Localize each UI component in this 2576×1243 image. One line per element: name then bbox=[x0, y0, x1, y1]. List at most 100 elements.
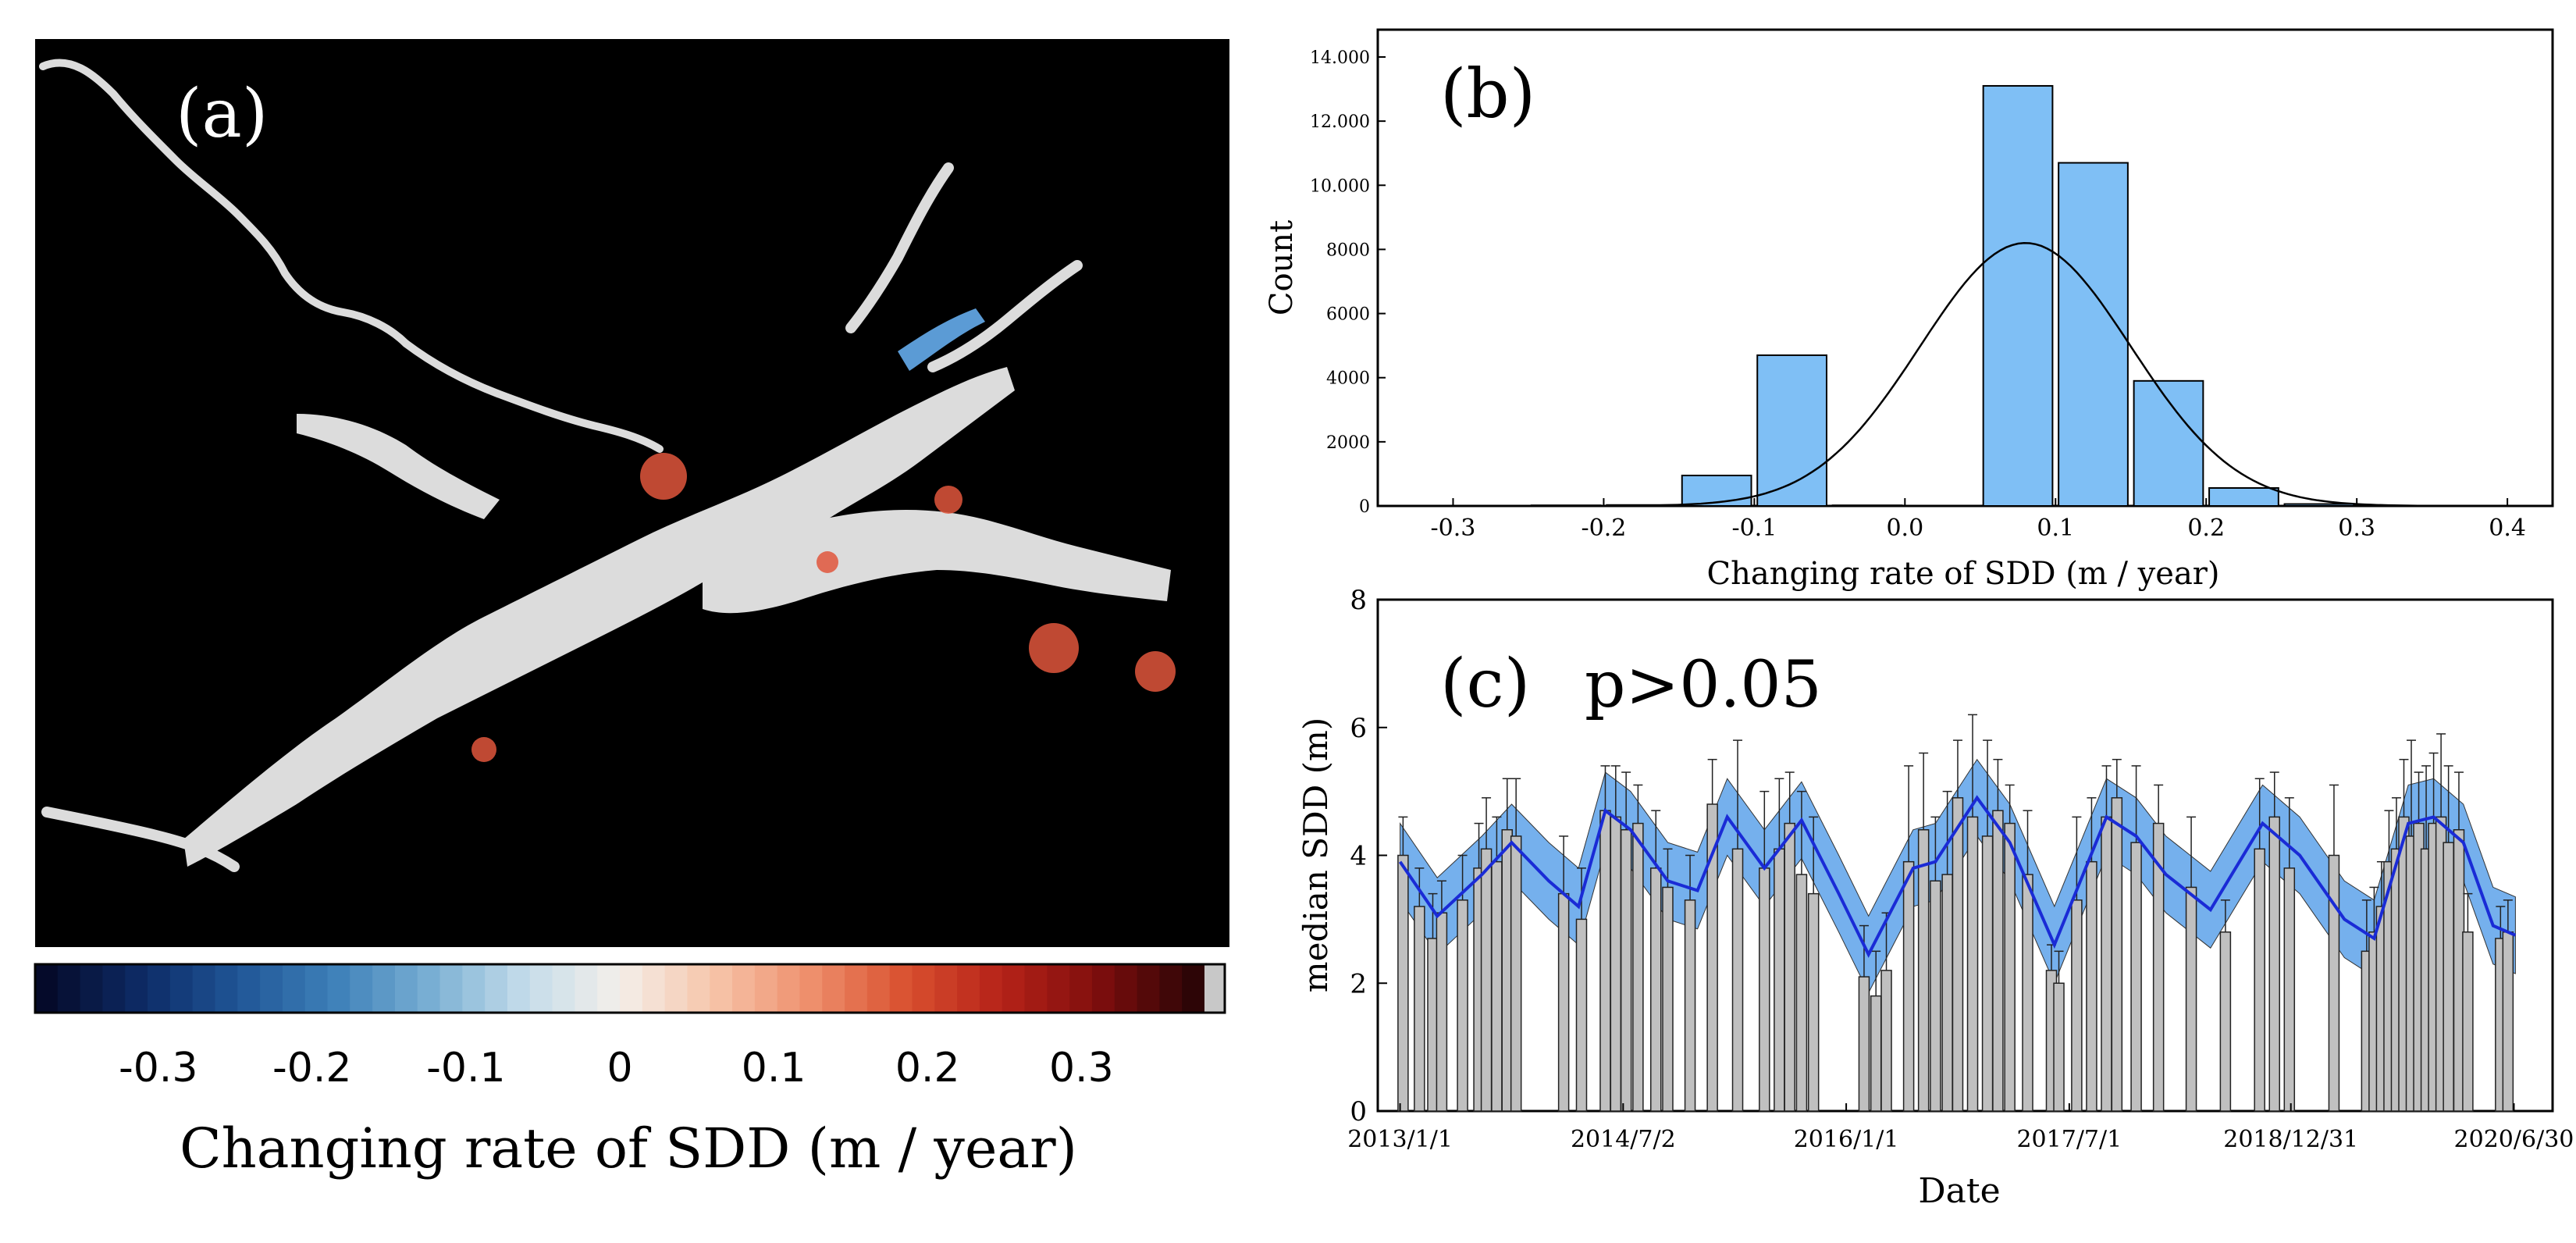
colorbar-swatch bbox=[350, 964, 374, 1013]
median-bar bbox=[1457, 899, 1468, 1112]
median-bar bbox=[2185, 886, 2197, 1112]
median-bar bbox=[1784, 822, 1795, 1112]
median-bar bbox=[2328, 854, 2340, 1112]
histogram-bar bbox=[2058, 162, 2129, 508]
y-tick-label: 8000 bbox=[1326, 240, 1370, 260]
median-bar bbox=[2053, 982, 2065, 1112]
colorbar-swatch bbox=[439, 964, 464, 1013]
colorbar-swatch bbox=[485, 964, 508, 1013]
map-background bbox=[35, 39, 1229, 947]
x-tick-label: 0.2 bbox=[2187, 515, 2225, 542]
colorbar-swatch bbox=[1002, 964, 1026, 1013]
colorbar-swatch bbox=[57, 964, 81, 1013]
median-bar bbox=[1930, 880, 1941, 1112]
panel-a-label: (a) bbox=[176, 75, 268, 153]
timeseries-ylabel: median SDD (m) bbox=[1297, 718, 1335, 993]
median-bar bbox=[2462, 931, 2474, 1112]
colorbar-swatch bbox=[1159, 964, 1183, 1013]
colorbar-swatch bbox=[1047, 964, 1071, 1013]
colorbar-swatch bbox=[710, 964, 734, 1013]
median-bar bbox=[2502, 931, 2514, 1112]
colorbar-swatch bbox=[754, 964, 778, 1013]
river-channel bbox=[402, 340, 664, 453]
y-tick-label: 10.000 bbox=[1310, 176, 1370, 196]
median-bar bbox=[2004, 822, 2016, 1112]
colorbar-swatch bbox=[394, 964, 418, 1013]
colorbar-swatch bbox=[192, 964, 216, 1013]
histogram-xlabel: Changing rate of SDD (m / year) bbox=[1706, 556, 2219, 592]
normal-fit-curve bbox=[1518, 241, 2517, 508]
median-bar bbox=[1397, 854, 1409, 1112]
median-bar bbox=[1557, 892, 1570, 1112]
median-bar bbox=[2219, 931, 2232, 1112]
colorbar-tick-label: 0.1 bbox=[742, 1045, 806, 1092]
timeseries-frame bbox=[1376, 598, 2554, 1113]
p-value-annotation: p>0.05 bbox=[1585, 648, 1822, 722]
x-tick-label: 2017/7/1 bbox=[2016, 1126, 2122, 1153]
colorbar-tick-label: -0.1 bbox=[426, 1045, 505, 1092]
colorbar-tick-label: -0.2 bbox=[272, 1045, 351, 1092]
median-bar bbox=[1858, 976, 1870, 1112]
median-bar bbox=[1649, 867, 1662, 1112]
y-tick-label: 12.000 bbox=[1310, 112, 1370, 132]
median-trend-line bbox=[1398, 795, 2517, 958]
histogram-bar bbox=[1681, 474, 1752, 507]
y-tick-label: 2000 bbox=[1326, 433, 1370, 453]
x-tick-label: -0.1 bbox=[1731, 515, 1777, 542]
median-bar bbox=[1795, 874, 1808, 1112]
median-bar bbox=[1662, 886, 1674, 1112]
x-tick-label: 2016/1/1 bbox=[1794, 1126, 1899, 1153]
median-bar bbox=[1575, 918, 1588, 1112]
y-tick-label: 4 bbox=[1350, 841, 1367, 872]
y-tick-label: 14.000 bbox=[1310, 48, 1370, 68]
colorbar-swatch bbox=[642, 964, 666, 1013]
colorbar-swatch bbox=[417, 964, 441, 1013]
median-bars bbox=[1397, 714, 2514, 1112]
y-tick-label: 0 bbox=[1359, 497, 1370, 517]
y-tick-label: 6000 bbox=[1326, 305, 1370, 325]
colorbar-swatch bbox=[1024, 964, 1048, 1013]
colorbar-swatch bbox=[529, 964, 553, 1013]
median-bar bbox=[1731, 848, 1744, 1112]
colorbar-swatch bbox=[777, 964, 801, 1013]
histogram-bars bbox=[1530, 84, 2355, 508]
median-bar bbox=[1620, 829, 1632, 1112]
timeseries-axes: 0 2 4 6 8 2013/1/1 2014/7/2 2016/1/1 2017/7/1 201… bbox=[1347, 585, 2574, 1153]
colorbar-swatch bbox=[148, 964, 171, 1013]
panel-b-label: (b) bbox=[1440, 55, 1535, 134]
median-bar bbox=[1880, 970, 1892, 1112]
median-bar bbox=[1684, 899, 1696, 1112]
river-channel bbox=[39, 59, 410, 347]
colorbar-swatch bbox=[979, 964, 1003, 1013]
colorbar-swatch bbox=[934, 964, 959, 1013]
median-bar bbox=[2071, 899, 2083, 1112]
colorbar-tick-label: -0.3 bbox=[119, 1045, 197, 1092]
lake-main-body bbox=[183, 367, 1015, 867]
timeseries-xlabel: Date bbox=[1918, 1171, 2000, 1211]
colorbar-swatch bbox=[1114, 964, 1138, 1013]
colorbar-swatch bbox=[732, 964, 756, 1013]
lake-northwest-arm bbox=[297, 414, 500, 519]
colorbar bbox=[35, 964, 1225, 1013]
median-bar bbox=[1981, 835, 1994, 1112]
median-bar bbox=[1491, 860, 1503, 1112]
median-bar bbox=[2101, 816, 2112, 1112]
median-bar bbox=[2130, 842, 2142, 1112]
median-bar bbox=[2283, 867, 2296, 1112]
x-tick-label: 2013/1/1 bbox=[1347, 1126, 1453, 1153]
increasing-rate-area bbox=[934, 486, 962, 514]
median-bar bbox=[1436, 912, 1448, 1112]
median-bar bbox=[1966, 816, 1979, 1112]
colorbar-tick-label: 0.2 bbox=[895, 1045, 960, 1092]
median-bar bbox=[1952, 797, 1964, 1112]
median-bar bbox=[1941, 874, 1953, 1112]
panel-b: -0.3 -0.2 -0.1 0.0 0.1 0.2 0.3 0.4 0 2000 4000 6000… bbox=[1264, 28, 2554, 592]
colorbar-swatch bbox=[664, 964, 688, 1013]
x-tick-label: 0.4 bbox=[2489, 515, 2526, 542]
panel-a: (a) -0.3 -0.2 -0.1 0 0.1 0.2 0.3 Changing rate… bbox=[34, 39, 1229, 1181]
median-bar bbox=[1610, 816, 1622, 1112]
colorbar-swatch bbox=[327, 964, 351, 1013]
median-bar bbox=[1917, 829, 1930, 1112]
river-channel bbox=[41, 807, 240, 872]
